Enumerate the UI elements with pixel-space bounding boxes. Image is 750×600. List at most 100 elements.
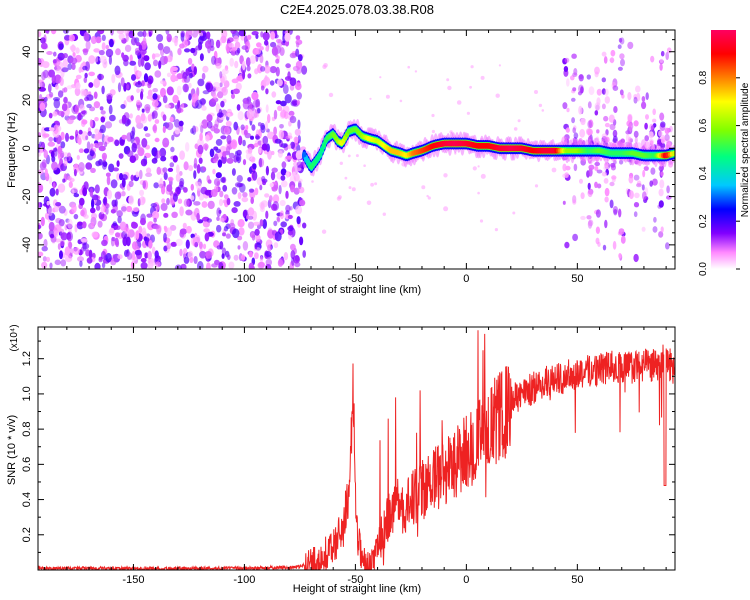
heatmap-cell	[110, 30, 114, 36]
heatmap-cell	[235, 150, 238, 157]
heatmap-cell	[141, 138, 148, 148]
heatmap-cell	[227, 112, 231, 118]
heatmap-cell	[277, 259, 284, 267]
heatmap-cell	[240, 254, 246, 261]
heatmap-cell	[45, 256, 51, 263]
heatmap-cell	[185, 209, 193, 216]
heatmap-cell	[67, 175, 72, 181]
heatmap-cell	[262, 219, 268, 229]
heatmap-cell	[120, 104, 126, 109]
heatmap-cell	[645, 92, 649, 100]
heatmap-cell	[273, 242, 279, 249]
colorbar-tick-label: 0.6	[698, 118, 709, 132]
ridge-mark	[321, 143, 327, 148]
heatmap-cell	[90, 143, 94, 150]
heatmap-cell	[594, 181, 598, 188]
heatmap-cell	[619, 89, 624, 96]
heatmap-cell	[137, 31, 145, 37]
heatmap-cell	[61, 103, 68, 112]
heatmap-cell	[188, 82, 192, 88]
x-tick-label: -150	[122, 574, 144, 586]
heatmap-cell	[348, 186, 352, 190]
heatmap-cell	[297, 54, 303, 62]
spectrogram-ridge	[302, 119, 675, 177]
heatmap-cell	[107, 189, 112, 200]
heatmap-cell	[88, 249, 93, 259]
heatmap-cell	[170, 241, 177, 247]
heatmap-cell	[269, 66, 277, 74]
heatmap-cell	[107, 136, 114, 143]
y-tick-label: 20	[21, 94, 33, 106]
heatmap-cell	[443, 173, 448, 178]
heatmap-cell	[53, 230, 59, 238]
heatmap-cell	[105, 207, 109, 215]
heatmap-cell	[151, 100, 159, 108]
heatmap-cell	[58, 205, 66, 214]
heatmap-cell	[53, 51, 57, 57]
heatmap-cell	[158, 60, 162, 69]
heatmap-cell	[627, 92, 632, 101]
heatmap-cell	[245, 152, 253, 161]
heatmap-cell	[78, 129, 83, 135]
heatmap-cell	[101, 85, 105, 95]
heatmap-cell	[79, 104, 85, 112]
heatmap-cell	[578, 105, 583, 115]
x-tick-label: -100	[233, 574, 255, 586]
heatmap-cell	[267, 113, 271, 124]
heatmap-cell	[265, 121, 268, 132]
heatmap-cell	[233, 201, 241, 207]
heatmap-cell	[618, 37, 623, 43]
heatmap-cell	[76, 134, 82, 144]
heatmap-cell	[216, 224, 222, 233]
heatmap-cell	[183, 187, 188, 193]
heatmap-cell	[201, 105, 207, 111]
heatmap-cell	[562, 102, 568, 110]
heatmap-cell	[277, 150, 283, 158]
x-tick-label: -100	[233, 273, 255, 285]
heatmap-cell	[68, 34, 75, 42]
heatmap-cell	[152, 110, 158, 119]
heatmap-cell	[247, 221, 255, 229]
heatmap-cell	[579, 178, 583, 184]
heatmap-cell	[254, 228, 260, 236]
heatmap-cell	[534, 184, 539, 188]
y-tick-label: 0.6	[21, 457, 33, 472]
heatmap-cell	[88, 71, 95, 77]
heatmap-cell	[658, 165, 664, 172]
heatmap-cell	[596, 169, 603, 174]
heatmap-cell	[265, 46, 269, 52]
heatmap-cell	[285, 63, 291, 69]
heatmap-cell	[180, 32, 185, 42]
heatmap-cell	[480, 75, 485, 80]
heatmap-cell	[295, 35, 301, 41]
heatmap-cell	[470, 65, 474, 69]
heatmap-cell	[182, 83, 189, 93]
heatmap-cell	[95, 160, 101, 167]
heatmap-cell	[184, 48, 191, 53]
heatmap-cell	[62, 178, 66, 183]
heatmap-cell	[198, 35, 205, 41]
heatmap-cell	[259, 184, 263, 191]
heatmap-cell	[282, 84, 289, 95]
y-tick-label: 40	[21, 46, 33, 58]
heatmap-cell	[90, 207, 96, 214]
heatmap-cell	[204, 232, 210, 242]
heatmap-cell	[205, 40, 212, 49]
heatmap-cell	[215, 63, 222, 69]
heatmap-cell	[247, 177, 252, 182]
ridge-mark	[302, 153, 307, 158]
heatmap-cell	[89, 119, 93, 128]
heatmap-cell	[260, 85, 265, 91]
heatmap-cell	[206, 114, 213, 122]
heatmap-cell	[595, 209, 601, 218]
heatmap-cell	[586, 74, 591, 80]
heatmap-cell	[104, 141, 108, 148]
heatmap-cell	[603, 178, 609, 184]
heatmap-cell	[121, 134, 127, 140]
heatmap-cell	[82, 65, 88, 71]
heatmap-cell	[287, 229, 293, 236]
heatmap-cell	[77, 112, 82, 121]
heatmap-cell	[121, 177, 126, 188]
heatmap-cell	[121, 52, 125, 59]
heatmap-cell	[251, 91, 259, 101]
